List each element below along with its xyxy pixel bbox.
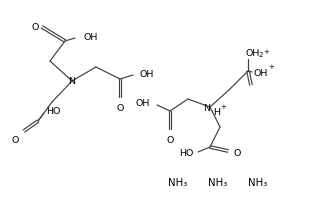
Text: OH: OH [83,33,97,42]
Text: +: + [263,49,269,55]
Text: OH: OH [253,69,267,78]
Text: O: O [32,23,39,32]
Text: O: O [12,135,19,144]
Text: OH: OH [246,49,260,58]
Text: +: + [268,64,274,70]
Text: O: O [166,135,174,144]
Text: H: H [213,108,220,117]
Text: 2: 2 [259,52,263,58]
Text: N: N [203,104,210,113]
Text: NH₃: NH₃ [168,177,188,187]
Text: +: + [220,103,226,110]
Text: HO: HO [179,149,194,158]
Text: N: N [69,77,76,86]
Text: O: O [116,103,124,112]
Text: NH₃: NH₃ [248,177,268,187]
Text: O: O [234,149,241,158]
Text: OH: OH [140,70,154,79]
Text: NH₃: NH₃ [208,177,228,187]
Text: HO: HO [46,107,60,116]
Text: OH: OH [136,99,150,108]
